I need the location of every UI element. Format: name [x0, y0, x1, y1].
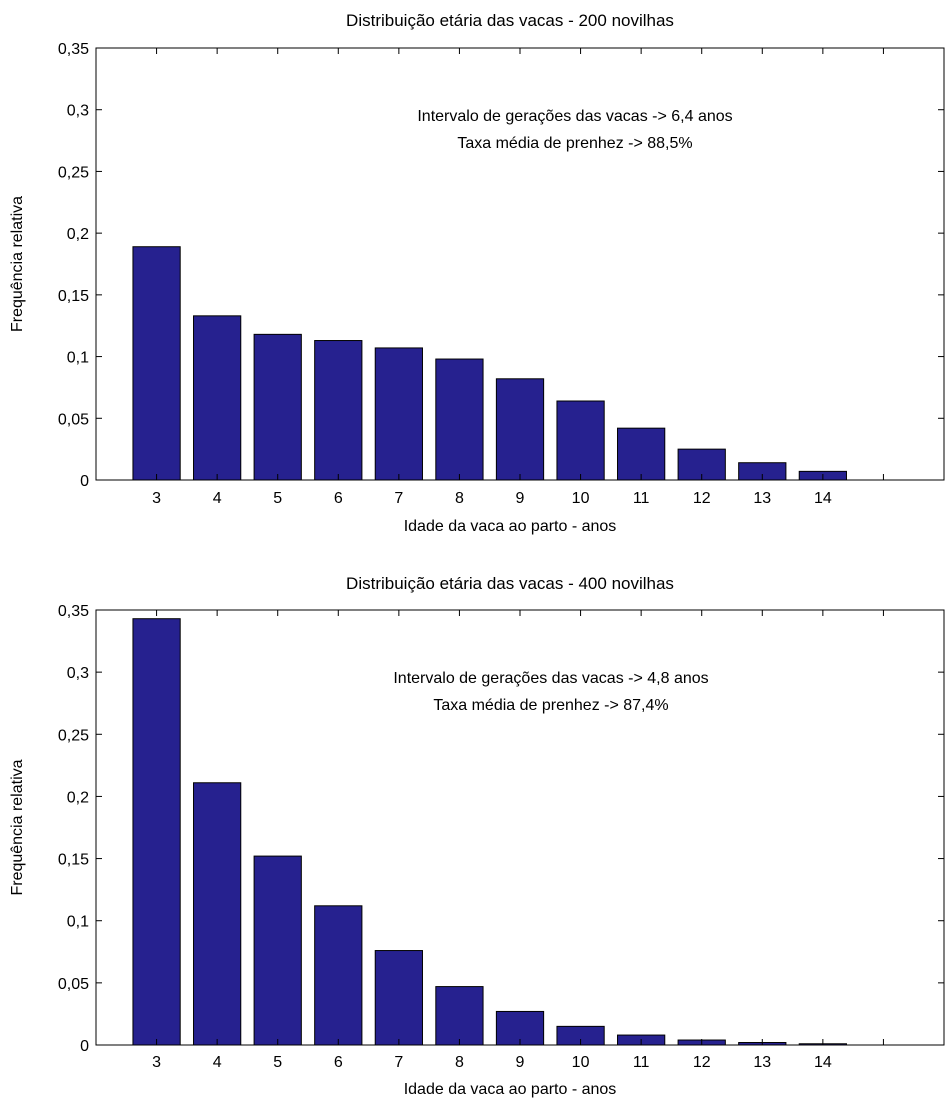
annotation-pregnancy-rate: Taxa média de prenhez -> 88,5%: [457, 135, 692, 152]
chart-200-novilhas: Distribuição etária das vacas - 200 novi…: [9, 11, 945, 535]
x-tick-label: 4: [213, 1054, 222, 1071]
bar-age-11: [617, 427, 666, 481]
x-tick-label: 14: [814, 490, 832, 507]
x-tick-label: 6: [334, 490, 343, 507]
y-axis-label: Frequência relativa: [9, 759, 26, 895]
chart-title: Distribuição etária das vacas - 200 novi…: [346, 11, 674, 30]
x-tick-label: 10: [572, 490, 590, 507]
bar-age-3: [132, 618, 181, 1046]
y-tick-label: 0,2: [67, 789, 89, 806]
y-tick-label: 0,3: [67, 103, 89, 120]
y-tick-label: 0,2: [67, 226, 89, 243]
x-tick-label: 8: [455, 1054, 464, 1071]
y-tick-label: 0,25: [58, 164, 89, 181]
x-tick-label: 6: [334, 1054, 343, 1071]
x-tick-label: 7: [394, 1054, 403, 1071]
x-axis-label: Idade da vaca ao parto - anos: [404, 1081, 617, 1098]
chart-400-novilhas: Distribuição etária das vacas - 400 novi…: [9, 574, 945, 1098]
x-tick-label: 9: [516, 490, 525, 507]
bar-age-8: [435, 358, 484, 481]
y-tick-label: 0,1: [67, 350, 89, 367]
bar-age-9: [495, 378, 545, 481]
annotation-pregnancy-rate: Taxa média de prenhez -> 87,4%: [433, 697, 668, 714]
x-tick-label: 12: [693, 490, 711, 507]
annotation-generation-interval: Intervalo de gerações das vacas -> 4,8 a…: [393, 670, 708, 687]
x-tick-label: 13: [753, 1054, 771, 1071]
x-tick-label: 3: [152, 490, 161, 507]
x-tick-label: 8: [455, 490, 464, 507]
bar-age-3: [132, 246, 181, 481]
x-tick-label: 3: [152, 1054, 161, 1071]
x-axis-label: Idade da vaca ao parto - anos: [404, 518, 617, 535]
x-tick-label: 14: [814, 1054, 832, 1071]
bar-age-5: [253, 855, 302, 1046]
bar-age-8: [435, 986, 484, 1046]
y-tick-label: 0,35: [58, 603, 89, 620]
bar-age-5: [253, 333, 302, 481]
x-tick-label: 11: [633, 490, 650, 507]
x-tick-label: 12: [693, 1054, 711, 1071]
bar-age-6: [314, 340, 363, 481]
y-tick-label: 0,05: [58, 411, 89, 428]
bar-age-7: [374, 347, 423, 481]
bar-age-4: [193, 782, 242, 1046]
y-tick-label: 0: [80, 1038, 89, 1055]
y-tick-label: 0,1: [67, 914, 89, 931]
bar-age-7: [374, 950, 423, 1046]
y-tick-label: 0,3: [67, 665, 89, 682]
y-tick-label: 0,15: [58, 852, 89, 869]
bar-age-6: [314, 905, 363, 1046]
bar-age-10: [556, 400, 605, 481]
y-axis-label: Frequência relativa: [9, 196, 26, 332]
x-tick-label: 13: [753, 490, 771, 507]
y-tick-label: 0,35: [58, 41, 89, 58]
y-tick-label: 0,05: [58, 976, 89, 993]
x-tick-label: 5: [273, 490, 282, 507]
y-tick-label: 0,25: [58, 727, 89, 744]
x-tick-label: 9: [516, 1054, 525, 1071]
x-tick-label: 7: [394, 490, 403, 507]
x-tick-label: 11: [633, 1054, 650, 1071]
x-tick-label: 10: [572, 1054, 590, 1071]
x-tick-label: 5: [273, 1054, 282, 1071]
annotation-generation-interval: Intervalo de gerações das vacas -> 6,4 a…: [417, 108, 732, 125]
bar-age-4: [193, 315, 242, 481]
y-tick-label: 0,15: [58, 288, 89, 305]
x-tick-label: 4: [213, 490, 222, 507]
chart-title: Distribuição etária das vacas - 400 novi…: [346, 574, 674, 593]
y-tick-label: 0: [80, 473, 89, 490]
